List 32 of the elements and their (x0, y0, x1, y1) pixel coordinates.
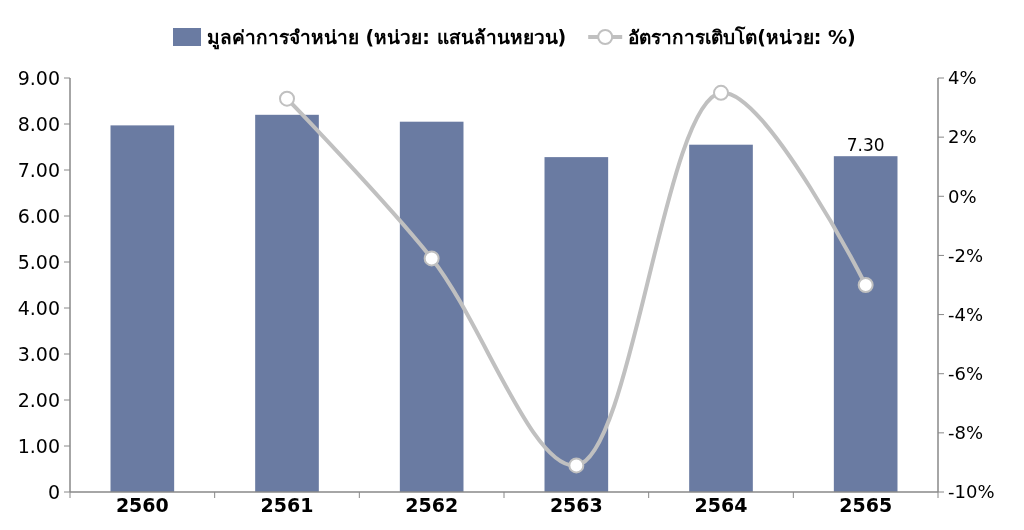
x-tick-label: 2561 (260, 494, 314, 516)
y-tick-label: 8.00 (17, 112, 60, 135)
point (857, 277, 874, 293)
y2-tick-label: -2% (948, 244, 984, 266)
legend-label: มูลค่าการจำหน่าย (หน่วย: แสนล้านหยวน) (207, 25, 567, 50)
y-tick-label: 6.00 (17, 204, 60, 227)
point (568, 457, 585, 474)
data-label: 7.30 (846, 135, 885, 156)
y-tick-label: 9.00 (17, 66, 60, 89)
y-tick-label: 3.00 (17, 342, 60, 365)
legend-label: อัตราการเติบโต(หน่วย: %) (628, 25, 856, 48)
y-tick-label: 2.00 (17, 388, 60, 411)
y-tick-label: 4.00 (17, 296, 60, 319)
x-tick-label: 2562 (405, 494, 459, 516)
y2-tick-label: 0% (948, 185, 977, 207)
y-tick-label: 1.00 (17, 434, 60, 457)
point (713, 84, 729, 101)
y2-tick-label: 2% (948, 126, 977, 148)
x-tick-label: 2560 (115, 494, 169, 516)
point (423, 250, 440, 267)
y2-tick-label: -10% (948, 481, 995, 503)
y2-tick-label: -8% (948, 422, 984, 444)
y-tick-label: 0 (47, 480, 60, 503)
point (279, 90, 295, 107)
x-tick-label: 2563 (549, 494, 603, 516)
y2-tick-label: 4% (948, 67, 977, 89)
x-tick-label: 2564 (694, 494, 748, 516)
x-tick-label: 2565 (839, 494, 893, 516)
y-tick-label: 7.00 (17, 158, 60, 181)
y2-tick-label: -4% (948, 303, 984, 325)
y-tick-label: 5.00 (17, 250, 60, 273)
y2-tick-label: -6% (948, 363, 984, 385)
